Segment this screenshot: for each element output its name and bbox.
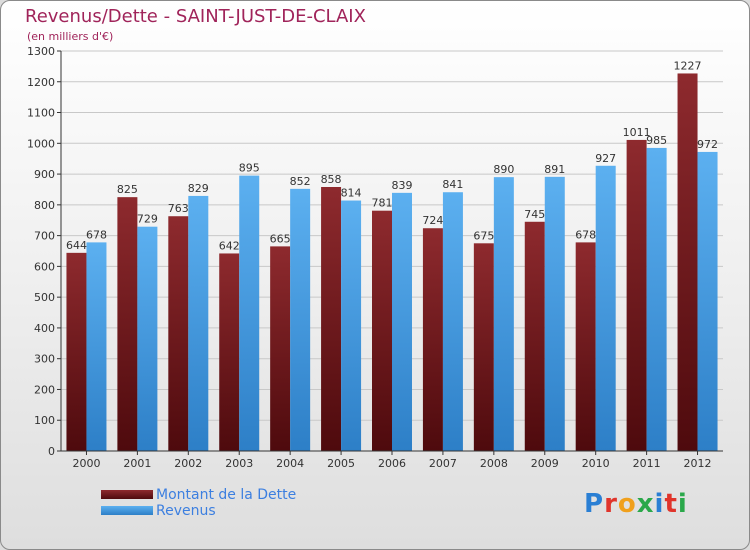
data-label: 985 <box>646 134 667 147</box>
data-label: 1011 <box>623 126 651 139</box>
data-label: 678 <box>86 228 107 241</box>
x-tick-label: 2003 <box>225 457 253 470</box>
y-tick-label: 800 <box>34 199 55 212</box>
data-label: 841 <box>442 178 463 191</box>
data-label: 642 <box>219 239 240 252</box>
bar-revenus <box>646 147 667 451</box>
logo-letter: i <box>677 489 688 519</box>
data-label: 675 <box>473 229 494 242</box>
bar-dette <box>117 197 138 451</box>
x-tick-label: 2000 <box>72 457 100 470</box>
bar-dette <box>219 253 240 451</box>
y-tick-label: 1200 <box>27 76 55 89</box>
x-tick-label: 2010 <box>582 457 610 470</box>
legend-label-revenus: Revenus <box>156 503 216 519</box>
data-label: 763 <box>168 202 189 215</box>
x-tick-label: 2007 <box>429 457 457 470</box>
bar-revenus <box>290 188 311 451</box>
data-label: 678 <box>575 228 596 241</box>
x-tick-label: 2012 <box>684 457 712 470</box>
data-label: 745 <box>524 208 545 221</box>
y-tick-label: 500 <box>34 291 55 304</box>
bar-dette <box>677 73 698 451</box>
bar-revenus <box>188 195 209 451</box>
x-tick-label: 2008 <box>480 457 508 470</box>
proxiti-logo: Proxiti <box>584 489 688 519</box>
x-tick-label: 2011 <box>633 457 661 470</box>
data-label: 890 <box>493 163 514 176</box>
data-label: 1227 <box>674 59 702 72</box>
logo-letter: r <box>604 489 618 519</box>
bar-dette <box>473 243 494 451</box>
y-tick-label: 100 <box>34 414 55 427</box>
data-label: 724 <box>422 214 443 227</box>
logo-letter: P <box>584 489 605 519</box>
data-label: 972 <box>697 138 718 151</box>
bar-revenus <box>137 226 158 451</box>
data-label: 858 <box>321 173 342 186</box>
legend-label-dette: Montant de la Dette <box>156 487 297 503</box>
bar-revenus <box>595 165 616 451</box>
data-label: 781 <box>372 197 393 210</box>
y-tick-label: 300 <box>34 353 55 366</box>
data-label: 839 <box>392 179 413 192</box>
bar-revenus <box>544 176 565 451</box>
bar-dette <box>321 187 342 451</box>
x-tick-label: 2001 <box>123 457 151 470</box>
y-tick-label: 400 <box>34 322 55 335</box>
bar-dette <box>66 252 87 451</box>
y-tick-label: 0 <box>48 445 55 458</box>
x-tick-label: 2004 <box>276 457 304 470</box>
bar-dette <box>575 242 596 451</box>
y-tick-label: 1000 <box>27 137 55 150</box>
x-tick-label: 2005 <box>327 457 355 470</box>
x-tick-label: 2009 <box>531 457 559 470</box>
data-label: 825 <box>117 183 138 196</box>
logo-letter: x <box>636 489 655 519</box>
x-tick-label: 2002 <box>174 457 202 470</box>
x-tick-label: 2006 <box>378 457 406 470</box>
chart-subtitle: (en milliers d'€) <box>27 30 114 43</box>
data-label: 852 <box>290 175 311 188</box>
y-tick-label: 200 <box>34 383 55 396</box>
data-label: 665 <box>270 232 291 245</box>
y-tick-label: 900 <box>34 168 55 181</box>
bar-dette <box>270 246 291 451</box>
bar-revenus <box>392 192 412 451</box>
logo-letter: i <box>654 489 665 519</box>
data-label: 891 <box>544 163 565 176</box>
logo-letter: o <box>617 489 637 519</box>
bar-dette <box>422 228 443 451</box>
bar-dette <box>372 210 392 451</box>
y-tick-label: 1100 <box>27 107 55 120</box>
bar-revenus <box>442 192 463 451</box>
data-label: 814 <box>341 187 362 200</box>
bar-revenus <box>86 242 107 451</box>
bar-revenus <box>493 177 514 451</box>
bar-dette <box>168 216 189 451</box>
data-label: 644 <box>66 239 87 252</box>
bar-dette <box>626 139 647 451</box>
data-label: 927 <box>595 152 616 165</box>
y-tick-label: 700 <box>34 230 55 243</box>
y-tick-label: 1300 <box>27 45 55 58</box>
data-label: 829 <box>188 182 209 195</box>
bar-revenus <box>239 175 260 451</box>
legend-swatch-dette <box>101 490 153 499</box>
bar-revenus <box>697 151 718 451</box>
bar-dette <box>524 221 545 451</box>
data-label: 895 <box>239 162 260 175</box>
y-tick-label: 600 <box>34 260 55 273</box>
legend-swatch-revenus <box>101 506 153 515</box>
bar-revenus <box>341 200 362 451</box>
logo-letter: t <box>664 489 678 519</box>
chart-title: Revenus/Dette - SAINT-JUST-DE-CLAIX <box>25 6 366 27</box>
data-label: 729 <box>137 213 158 226</box>
